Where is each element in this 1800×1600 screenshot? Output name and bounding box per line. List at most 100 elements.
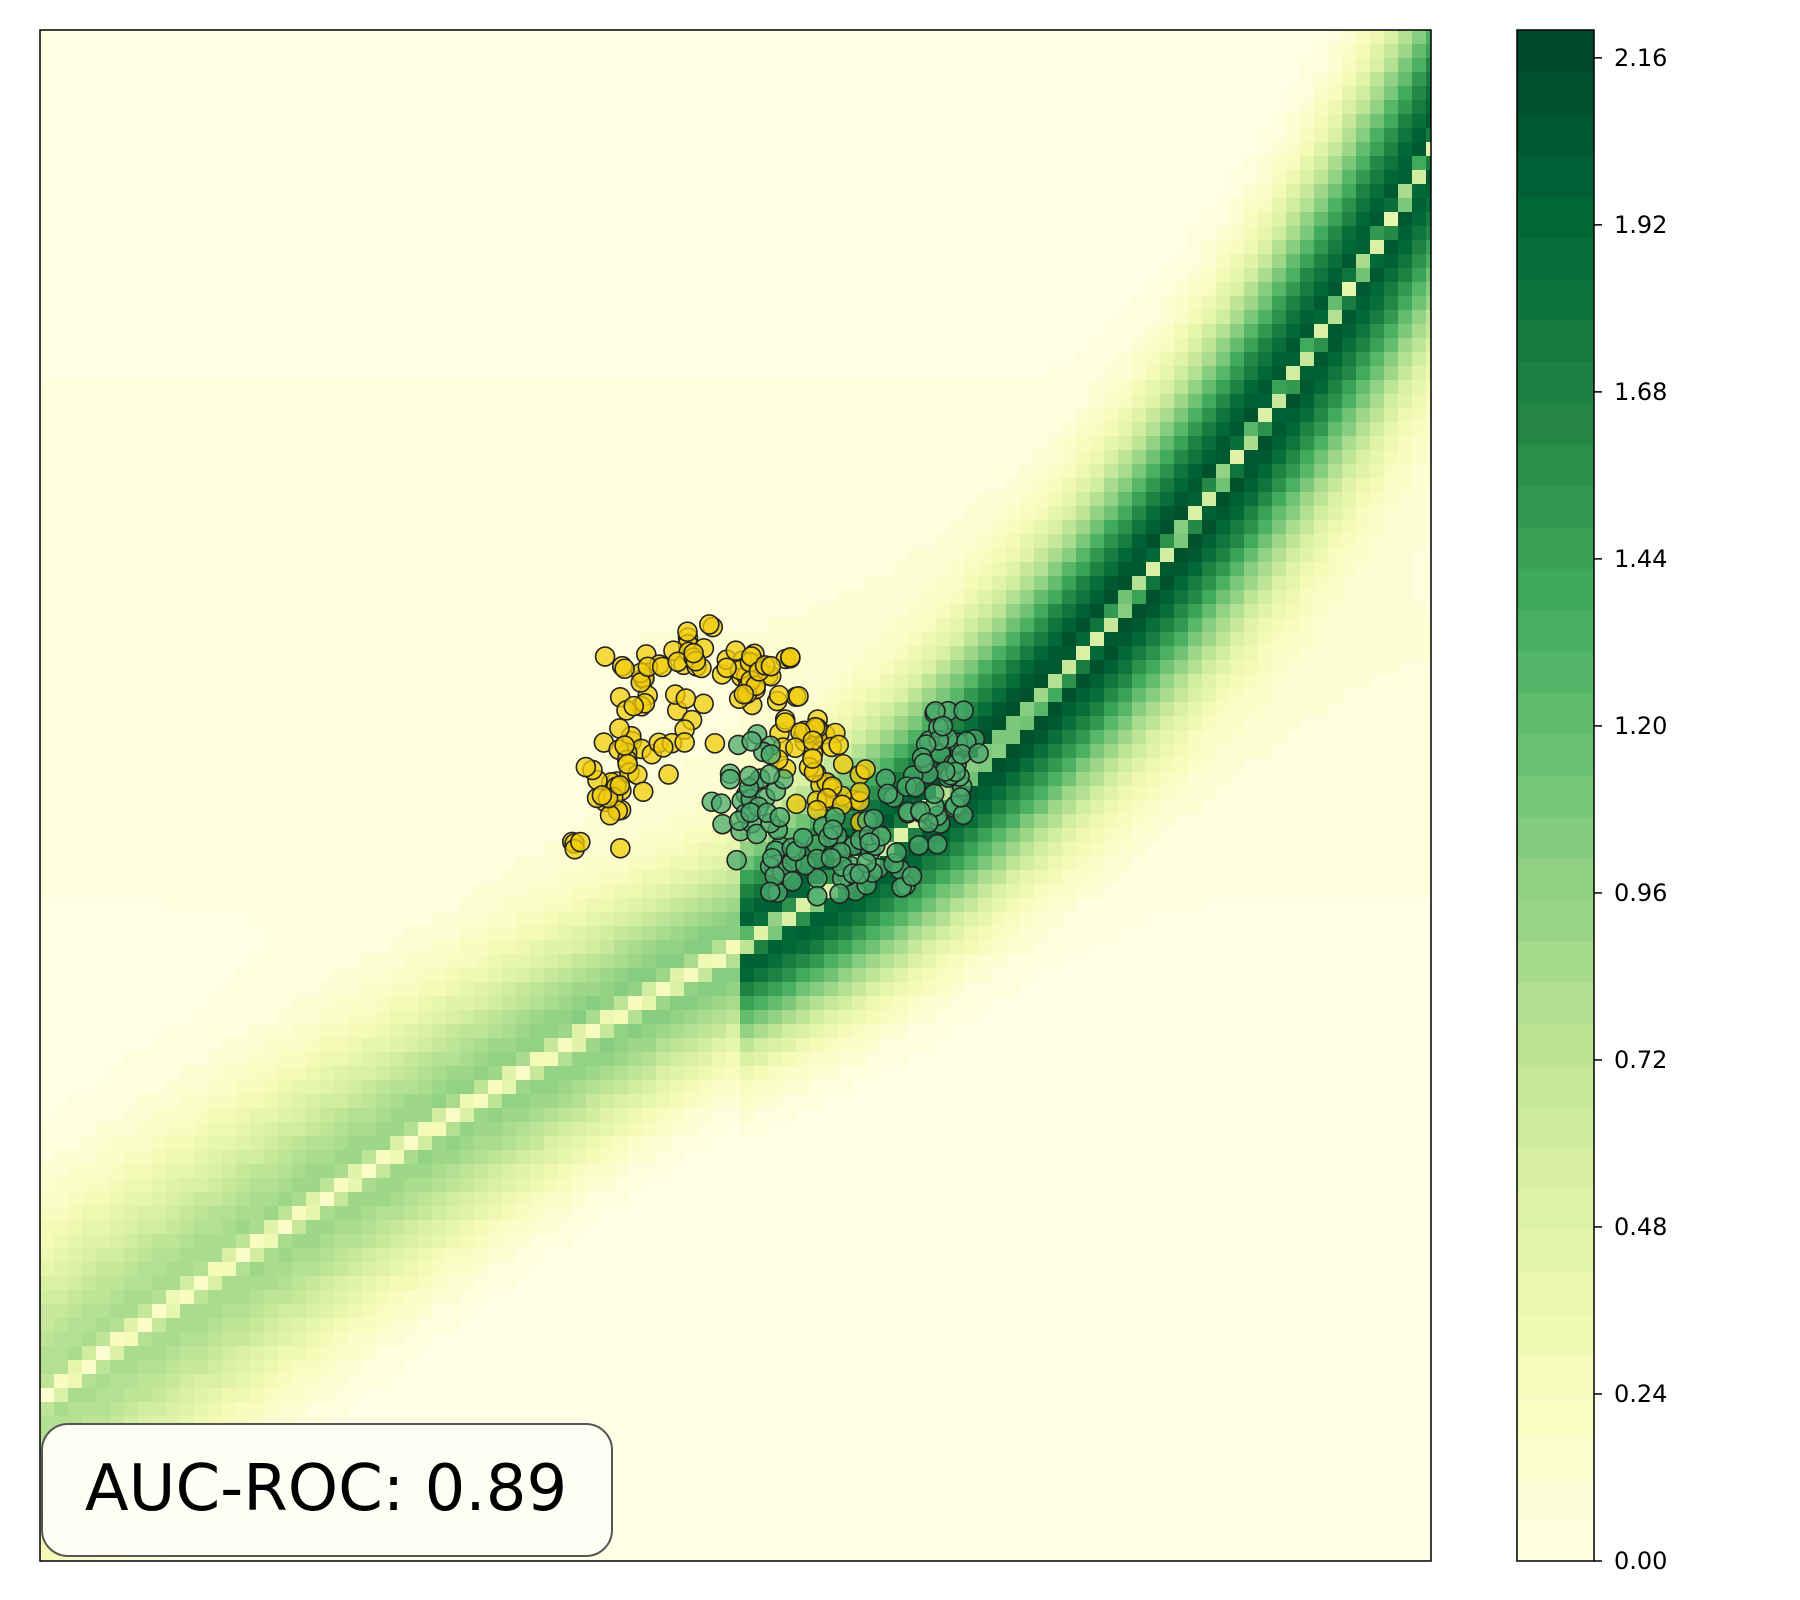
contour-cell <box>572 170 587 185</box>
contour-cell <box>278 534 293 549</box>
contour-cell <box>1076 226 1091 241</box>
contour-cell <box>572 212 587 227</box>
contour-cell <box>1132 58 1147 73</box>
contour-cell <box>446 296 461 311</box>
contour-cell <box>1118 464 1133 479</box>
contour-cell <box>978 604 993 619</box>
contour-cell <box>1062 674 1077 689</box>
contour-cell <box>516 520 531 535</box>
contour-cell <box>768 422 783 437</box>
contour-cell <box>180 380 195 395</box>
contour-cell <box>250 576 265 591</box>
contour-cell <box>1412 492 1427 507</box>
contour-cell <box>1216 464 1231 479</box>
contour-cell <box>278 72 293 87</box>
contour-cell <box>1328 128 1343 143</box>
contour-cell <box>516 184 531 199</box>
contour-cell <box>1174 492 1189 507</box>
contour-cell <box>110 170 125 185</box>
contour-cell <box>1020 422 1035 437</box>
contour-cell <box>530 702 545 717</box>
contour-cell <box>292 408 307 423</box>
contour-cell <box>334 100 349 115</box>
contour-cell <box>852 30 867 45</box>
contour-cell <box>1398 282 1413 297</box>
contour-cell <box>950 86 965 101</box>
contour-cell <box>1090 436 1105 451</box>
contour-cell <box>362 100 377 115</box>
contour-cell <box>40 198 55 213</box>
contour-cell <box>82 422 97 437</box>
contour-cell <box>1146 296 1161 311</box>
contour-cell <box>614 86 629 101</box>
contour-cell <box>1146 534 1161 549</box>
contour-cell <box>992 212 1007 227</box>
contour-cell <box>488 492 503 507</box>
contour-cell <box>978 170 993 185</box>
contour-cell <box>922 44 937 59</box>
contour-cell <box>1244 464 1259 479</box>
contour-cell <box>1342 282 1357 297</box>
contour-cell <box>418 660 433 675</box>
contour-cell <box>586 114 601 129</box>
contour-cell <box>1426 128 1431 143</box>
contour-cell <box>1160 310 1175 325</box>
contour-cell <box>54 394 69 409</box>
contour-cell <box>1188 58 1203 73</box>
contour-cell <box>628 436 643 451</box>
contour-cell <box>250 352 265 367</box>
contour-cell <box>1048 422 1063 437</box>
contour-cell <box>1314 44 1329 59</box>
contour-cell <box>488 184 503 199</box>
contour-cell <box>530 338 545 353</box>
contour-cell <box>1370 604 1385 619</box>
contour-cell <box>390 142 405 157</box>
contour-cell <box>614 226 629 241</box>
contour-cell <box>40 114 55 129</box>
contour-cell <box>1328 716 1343 731</box>
contour-cell <box>292 324 307 339</box>
contour-cell <box>1174 688 1189 703</box>
contour-cell <box>306 58 321 73</box>
contour-cell <box>894 716 909 731</box>
contour-cell <box>908 618 923 633</box>
contour-cell <box>810 688 825 703</box>
contour-cell <box>824 44 839 59</box>
contour-cell <box>292 422 307 437</box>
contour-cell <box>502 436 517 451</box>
contour-cell <box>278 576 293 591</box>
contour-cell <box>1146 198 1161 213</box>
contour-cell <box>1160 184 1175 199</box>
contour-cell <box>348 226 363 241</box>
contour-cell <box>1090 268 1105 283</box>
contour-cell <box>810 142 825 157</box>
contour-cell <box>922 198 937 213</box>
contour-cell <box>292 198 307 213</box>
contour-cell <box>418 478 433 493</box>
contour-cell <box>586 618 601 633</box>
contour-cell <box>306 86 321 101</box>
contour-cell <box>208 590 223 605</box>
contour-cell <box>740 562 755 577</box>
contour-cell <box>138 604 153 619</box>
contour-cell <box>530 352 545 367</box>
contour-cell <box>292 254 307 269</box>
contour-cell <box>1216 422 1231 437</box>
contour-cell <box>558 408 573 423</box>
contour-cell <box>320 58 335 73</box>
contour-cell <box>1048 100 1063 115</box>
contour-cell <box>138 450 153 465</box>
contour-cell <box>642 604 657 619</box>
contour-cell <box>1244 534 1259 549</box>
contour-cell <box>404 100 419 115</box>
contour-cell <box>1020 184 1035 199</box>
contour-cell <box>1048 716 1063 731</box>
contour-cell <box>1146 660 1161 675</box>
contour-cell <box>698 212 713 227</box>
contour-cell <box>796 618 811 633</box>
contour-cell <box>880 716 895 731</box>
contour-cell <box>1328 366 1343 381</box>
contour-cell <box>1300 226 1315 241</box>
contour-cell <box>460 58 475 73</box>
contour-cell <box>1174 478 1189 493</box>
